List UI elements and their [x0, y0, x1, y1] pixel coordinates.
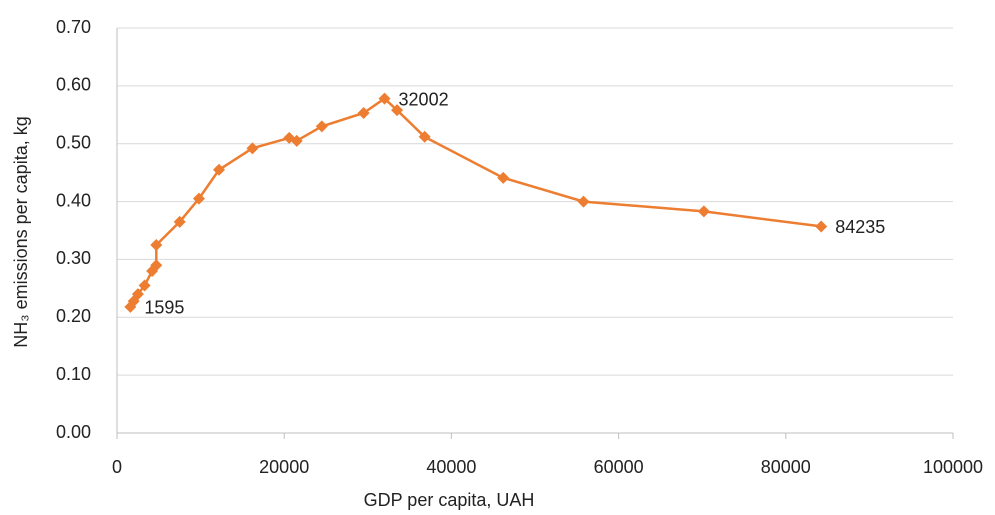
point-marker [131, 288, 144, 301]
point-marker [815, 220, 828, 233]
point-marker [150, 259, 163, 272]
point-marker [212, 163, 225, 176]
x-tick-label: 20000 [259, 457, 309, 477]
point-marker [173, 215, 186, 228]
x-axis-title: GDP per capita, UAH [364, 490, 535, 510]
x-tick-label: 80000 [761, 457, 811, 477]
point-marker [246, 142, 259, 155]
y-tick-label: 0.70 [56, 17, 91, 37]
x-tick-label: 0 [112, 457, 122, 477]
y-tick-label: 0.40 [56, 190, 91, 210]
point-marker [315, 120, 328, 133]
y-tick-label: 0.00 [56, 422, 91, 442]
series-line [129, 97, 822, 308]
point-marker [378, 92, 391, 105]
point-label: 84235 [835, 217, 885, 237]
point-marker [150, 238, 163, 251]
x-tick-label: 100000 [923, 457, 983, 477]
x-tick-label: 40000 [426, 457, 476, 477]
x-tick-label: 60000 [594, 457, 644, 477]
y-axis-title: NH₃ emissions per capita, kg [11, 116, 31, 347]
point-marker [697, 205, 710, 218]
point-marker [577, 195, 590, 208]
y-tick-label: 0.60 [56, 75, 91, 95]
y-tick-label: 0.20 [56, 306, 91, 326]
point-marker [290, 134, 303, 147]
point-label: 1595 [144, 298, 184, 318]
point-marker [497, 171, 510, 184]
point-marker [192, 192, 205, 205]
point-label: 32002 [399, 89, 449, 109]
point-marker [391, 104, 404, 117]
point-marker [357, 107, 370, 120]
y-tick-label: 0.30 [56, 248, 91, 268]
point-marker [138, 279, 151, 292]
y-tick-label: 0.10 [56, 364, 91, 384]
y-tick-label: 0.50 [56, 132, 91, 152]
point-marker [418, 130, 431, 143]
